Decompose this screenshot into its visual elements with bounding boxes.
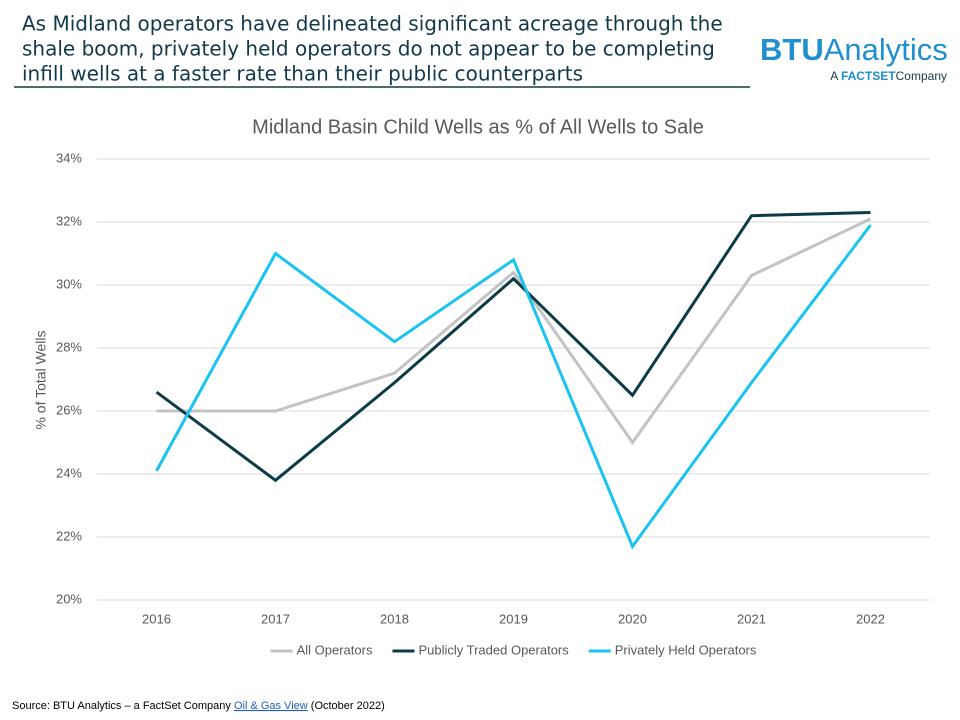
y-tick-label: 28% <box>56 339 82 354</box>
y-tick-label: 32% <box>56 213 82 228</box>
logo-name: Analytics <box>824 32 948 67</box>
logo-brand: BTU <box>760 32 824 67</box>
tagline-suffix: Company <box>896 69 947 83</box>
y-tick-label: 30% <box>56 276 82 291</box>
x-tick-label: 2018 <box>380 611 409 626</box>
tagline-brand: FACTSET <box>841 69 896 83</box>
x-tick-label: 2017 <box>261 611 290 626</box>
legend-label: Privately Held Operators <box>615 642 757 657</box>
x-tick-label: 2019 <box>499 611 528 626</box>
series-line <box>155 211 871 483</box>
series-line <box>156 217 872 446</box>
y-tick-label: 26% <box>56 402 82 417</box>
logo-tagline: A FACTSETCompany <box>830 69 947 83</box>
source: Source: BTU Analytics – a FactSet Compan… <box>12 700 385 712</box>
y-tick-label: 20% <box>56 591 82 606</box>
legend-label: All Operators <box>297 642 373 657</box>
y-axis-label: % of Total Wells <box>33 330 49 429</box>
header-line: infill wells at a faster rate than their… <box>22 62 583 86</box>
chart-title: Midland Basin Child Wells as % of All We… <box>252 116 704 138</box>
y-tick-label: 34% <box>56 150 82 165</box>
header-line: shale boom, privately held operators do … <box>22 37 715 61</box>
source-date: (October 2022) <box>311 700 385 712</box>
tagline-prefix: A <box>830 69 838 83</box>
y-tick-label: 24% <box>56 465 82 480</box>
legend-label: Publicly Traded Operators <box>418 642 569 657</box>
source-text: Source: BTU Analytics – a FactSet Compan… <box>12 700 231 712</box>
logo: BTUAnalytics <box>760 32 948 67</box>
x-tick-label: 2022 <box>856 611 885 626</box>
x-tick-label: 2020 <box>618 611 647 626</box>
x-tick-label: 2016 <box>142 611 171 626</box>
header-line: As Midland operators have delineated sig… <box>22 12 723 36</box>
series-line <box>155 224 872 550</box>
source-link[interactable]: Oil & Gas View <box>234 700 308 712</box>
x-tick-label: 2021 <box>737 611 766 626</box>
y-tick-label: 22% <box>56 528 82 543</box>
